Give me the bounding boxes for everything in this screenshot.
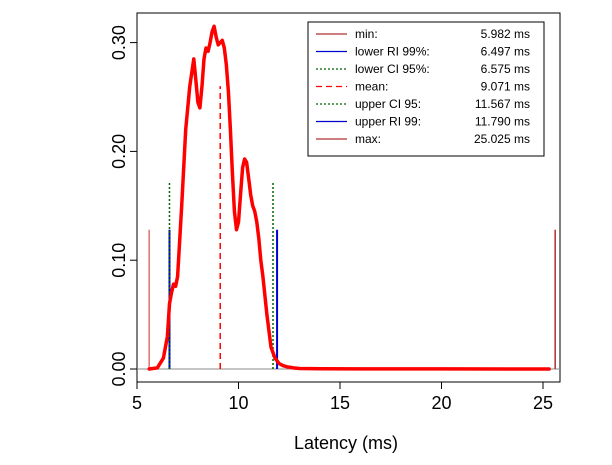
legend-value: 25.025 ms xyxy=(474,132,530,146)
legend: min: 5.982 ms lower RI 99%: 6.497 ms lower C… xyxy=(307,21,545,157)
x-tick-label: 20 xyxy=(431,393,451,413)
legend-value: 5.982 ms xyxy=(481,27,530,41)
legend-value: 11.567 ms xyxy=(475,97,530,111)
legend-value: 6.497 ms xyxy=(481,45,530,59)
legend-label: upper CI 95: xyxy=(355,97,421,111)
legend-value: 6.575 ms xyxy=(481,62,530,76)
series-group xyxy=(147,24,551,371)
density-curve xyxy=(147,24,551,371)
legend-label: lower CI 95%: xyxy=(355,62,430,76)
legend-box xyxy=(307,21,545,157)
legend-label: min: xyxy=(355,27,378,41)
plot-frame xyxy=(136,12,561,383)
legend-label: max: xyxy=(355,132,381,146)
x-axis: 5 10 15 20 25 xyxy=(132,382,553,413)
legend-label: lower RI 99%: xyxy=(355,45,430,59)
legend-value: 9.071 ms xyxy=(481,80,530,94)
legend-label: mean: xyxy=(355,80,388,94)
y-tick-label: 0.20 xyxy=(109,134,129,169)
y-tick-label: 0.30 xyxy=(109,25,129,60)
legend-value: 11.790 ms xyxy=(475,115,530,129)
x-tick-label: 5 xyxy=(132,393,142,413)
x-axis-label: Latency (ms) xyxy=(294,433,398,453)
y-tick-label: 0.00 xyxy=(109,351,129,386)
x-tick-label: 25 xyxy=(533,393,553,413)
y-axis: 0.00 0.10 0.20 0.30 xyxy=(109,25,137,387)
legend-label: upper RI 99: xyxy=(355,115,421,129)
y-tick-label: 0.10 xyxy=(109,243,129,278)
x-tick-label: 15 xyxy=(330,393,350,413)
x-tick-label: 10 xyxy=(228,393,248,413)
